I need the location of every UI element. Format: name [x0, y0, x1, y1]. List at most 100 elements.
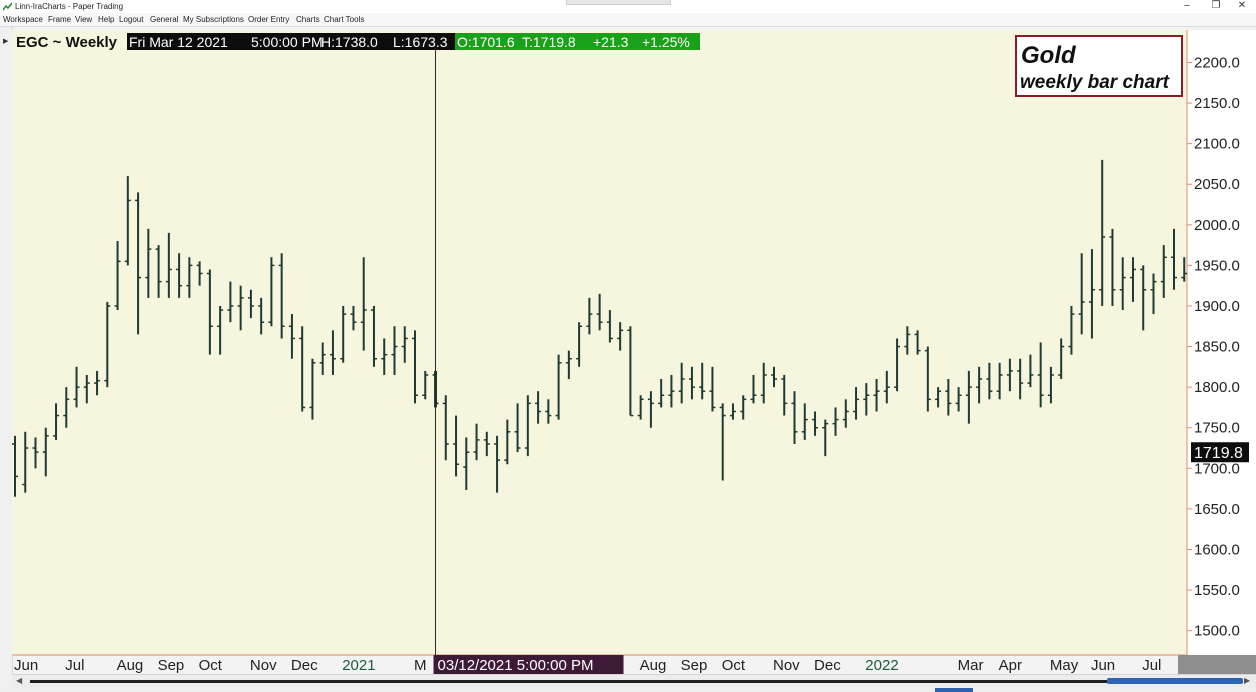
ohlc-bar [1181, 257, 1188, 282]
price-tick-label: 2200.0 [1194, 54, 1240, 71]
ohlc-bar [1047, 366, 1054, 404]
plot-background [12, 30, 1187, 655]
time-axis-label: Aug [640, 657, 667, 674]
ohlc-bar [719, 403, 726, 481]
ohlc-bar [842, 399, 849, 428]
app-logo-icon [3, 2, 12, 11]
minimize-button[interactable]: – [1184, 0, 1190, 11]
ohlc-bar [965, 370, 972, 424]
scrollbar-thumb[interactable] [1107, 678, 1243, 684]
ohlc-bar [555, 354, 562, 420]
ohlc-bar [53, 403, 60, 440]
price-tick-label: 1550.0 [1194, 582, 1240, 599]
time-axis-label: Nov [773, 657, 800, 674]
ohlc-bar [350, 305, 357, 331]
ohlc-bar [135, 192, 142, 335]
ohlc-bar [904, 326, 911, 355]
ohlc-bar [299, 326, 306, 412]
menu-frame[interactable]: Frame [48, 15, 72, 24]
price-tick-label: 2050.0 [1194, 176, 1240, 193]
time-axis-label: Dec [291, 657, 318, 674]
time-axis-label: Oct [199, 657, 223, 674]
menu-my-subscriptions[interactable]: My Subscriptions [183, 15, 244, 24]
ohlc-bar [12, 435, 18, 497]
ohlc-bar [760, 362, 767, 404]
time-axis-label: 2021 [342, 657, 375, 674]
ohlc-bar [668, 374, 675, 408]
ohlc-bar [145, 228, 152, 298]
ohlc-bar [504, 419, 511, 465]
ohlc-bar [83, 374, 90, 404]
ohlc-bar [576, 322, 583, 367]
ohlc-bar [832, 407, 839, 436]
ohlc-bar [1171, 228, 1177, 290]
time-axis-label: Jun [14, 657, 38, 674]
ohlc-bar [1160, 245, 1167, 298]
panel-expand-icon[interactable]: ▶ [3, 38, 9, 45]
time-axis-label: 2022 [865, 657, 898, 674]
ohlc-bar [853, 387, 860, 420]
ohlc-bar [217, 305, 224, 355]
ohlc-bar [1078, 253, 1085, 335]
header-change-pct: +1.25% [642, 34, 690, 50]
menu-view[interactable]: View [75, 15, 93, 24]
ohlc-bar [196, 261, 203, 286]
ohlc-bars [12, 159, 1188, 497]
ohlc-bar [186, 257, 193, 298]
price-chart[interactable]: 2200.0 2150.0 2100.0 2050.0 2000.0 1950.0 1900… [12, 30, 1256, 674]
symbol-label-bg [12, 33, 125, 50]
bottom-indicator [935, 688, 973, 692]
ohlc-bar [750, 374, 757, 404]
price-tick-label: 2100.0 [1194, 136, 1240, 153]
price-axis-ticks: 2200.0 2150.0 2100.0 2050.0 2000.0 1950.0 1900… [1187, 54, 1240, 640]
scrollbar-track[interactable] [30, 680, 1240, 683]
annotation-title: Gold [1021, 42, 1077, 69]
price-tick-label: 1800.0 [1194, 379, 1240, 396]
price-tick-label: 1650.0 [1194, 501, 1240, 518]
ohlc-bar [463, 437, 470, 490]
menu-help[interactable]: Help [98, 15, 115, 24]
price-tick-label: 1500.0 [1194, 623, 1240, 640]
close-button[interactable]: ✕ [1237, 0, 1247, 11]
axis-corner-box [1178, 655, 1256, 674]
time-axis-label: Dec [814, 657, 841, 674]
ohlc-bar [206, 269, 213, 355]
ohlc-bar [863, 383, 870, 416]
ohlc-bar [42, 427, 49, 477]
ohlc-header-green-bg [455, 33, 700, 50]
ohlc-bar [422, 370, 429, 400]
ohlc-bar [935, 387, 942, 408]
ohlc-bar [545, 399, 552, 424]
ohlc-bar [73, 366, 80, 408]
menu-charts[interactable]: Charts [296, 15, 320, 24]
ohlc-bar [791, 391, 798, 444]
symbol-label: EGC ~ Weekly [16, 34, 118, 51]
menu-order-entry[interactable]: Order Entry [248, 15, 290, 24]
menu-chart-tools[interactable]: Chart Tools [324, 15, 365, 24]
ohlc-bar [1017, 358, 1024, 400]
price-tick-label: 2150.0 [1194, 95, 1240, 112]
scroll-right-icon[interactable]: ▶ [1244, 676, 1251, 685]
menu-general[interactable]: General [150, 15, 179, 24]
ohlc-bar [986, 362, 993, 400]
ohlc-bar [63, 387, 70, 428]
ohlc-bar [1058, 338, 1065, 380]
annotation-subtitle: weekly bar chart [1020, 72, 1170, 93]
ohlc-bar [114, 241, 121, 311]
annotation-box[interactable] [1015, 35, 1183, 97]
menu-logout[interactable]: Logout [119, 15, 144, 24]
price-tick-label: 1700.0 [1194, 460, 1240, 477]
ohlc-bar [955, 387, 962, 412]
header-date: Fri Mar 12 2021 [129, 34, 228, 50]
bottom-status-strip [0, 687, 1256, 692]
menu-workspace[interactable]: Workspace [3, 15, 43, 24]
menu-bar: Workspace Frame View Help Logout General… [0, 13, 1256, 27]
scroll-left-icon[interactable]: ◀ [16, 676, 23, 685]
maximize-button[interactable]: ❐ [1211, 0, 1221, 11]
price-tick-label: 1750.0 [1194, 420, 1240, 437]
horizontal-scrollbar[interactable]: ◀ ▶ [12, 674, 1256, 688]
ohlc-bar [94, 370, 101, 396]
ohlc-bar [524, 395, 531, 457]
ohlc-bar [442, 395, 449, 461]
time-axis-label: Aug [117, 657, 144, 674]
